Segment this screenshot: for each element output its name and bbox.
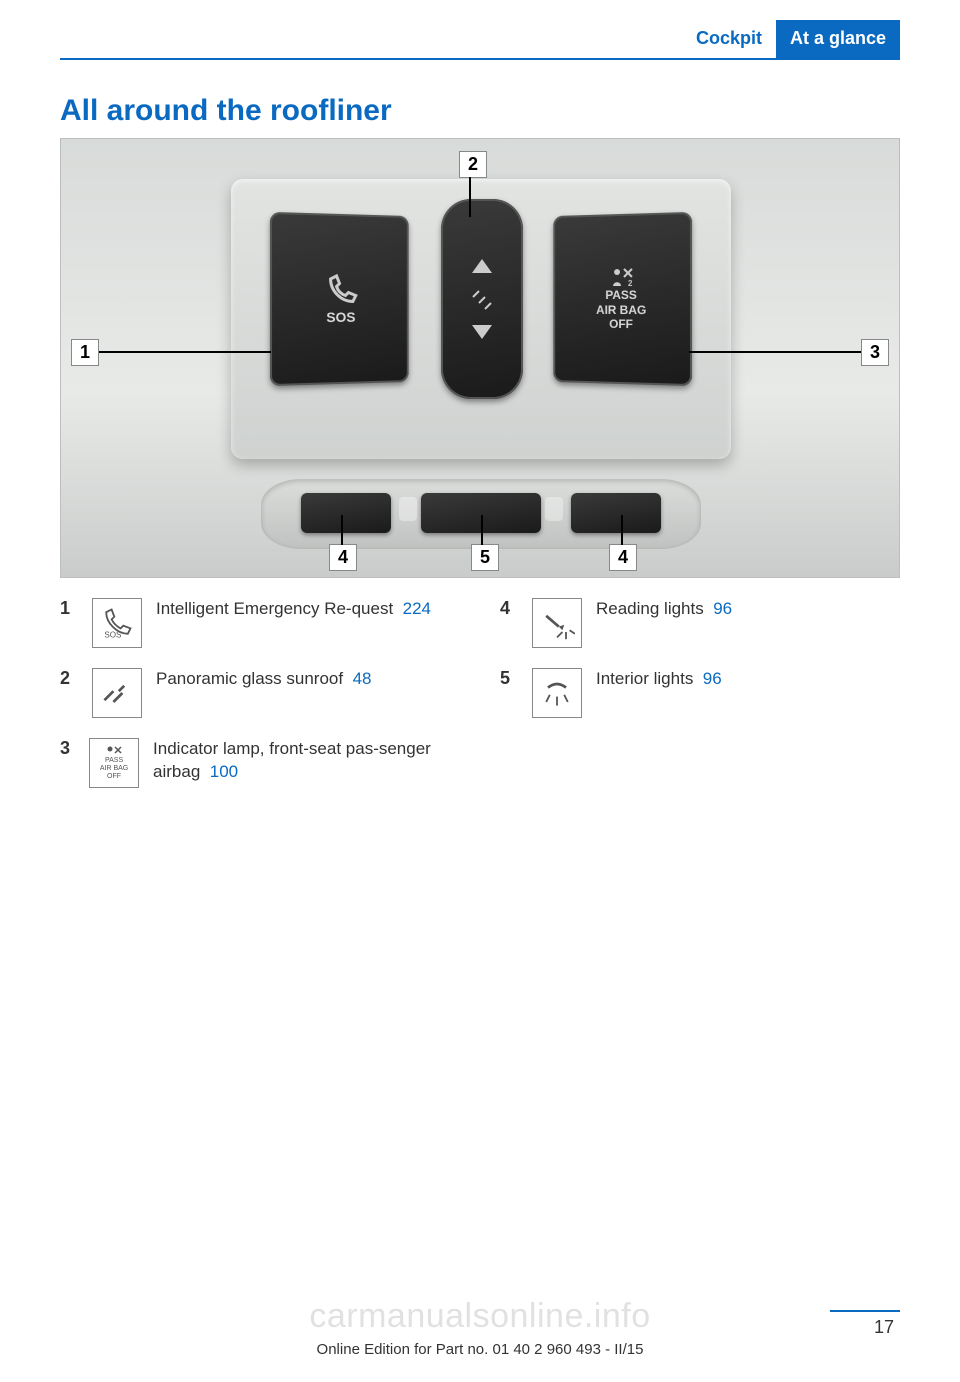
legend-num: 1: [60, 598, 78, 648]
callout-5-line: [481, 515, 483, 545]
page-title: All around the roofliner: [60, 94, 900, 128]
airbag-indicator: 2 PASS AIR BAG OFF: [553, 212, 692, 386]
legend-col-2: 4 Reading lights 96 5 Interior lights 96: [500, 598, 900, 808]
callout-5: 5: [471, 544, 499, 571]
roofliner-diagram: SOS 2 PASS AIR BAG OFF 1 2: [60, 138, 900, 578]
airbag-line1: PASS: [605, 288, 636, 302]
callout-4b-line: [621, 515, 623, 545]
legend-num: 3: [60, 738, 75, 788]
page-ref[interactable]: 96: [713, 599, 732, 618]
legend-text: Intelligent Emergency Re‐quest: [156, 599, 398, 618]
legend-row-5: 5 Interior lights 96: [500, 668, 900, 718]
breadcrumb: Cockpit At a glance: [60, 20, 900, 60]
airbag-line3: OFF: [609, 317, 633, 332]
callout-3: 3: [861, 339, 889, 366]
sos-label: SOS: [326, 309, 355, 325]
legend-row-1: 1 SOS Intelligent Emergency Re‐quest 224: [60, 598, 460, 648]
svg-text:SOS: SOS: [104, 630, 122, 639]
legend-text: Reading lights: [596, 599, 708, 618]
sunroof-switch: [441, 199, 523, 399]
lens-right: [545, 497, 563, 521]
breadcrumb-right: At a glance: [776, 20, 900, 58]
legend-row-2: 2 Panoramic glass sunroof 48: [60, 668, 460, 718]
legend-text: Indicator lamp, front-seat pas‐senger ai…: [153, 739, 431, 781]
legend-num: 2: [60, 668, 78, 718]
legend-row-4: 4 Reading lights 96: [500, 598, 900, 648]
sunroof-icon: [92, 668, 142, 718]
callout-2: 2: [459, 151, 487, 178]
callout-1-line: [99, 351, 271, 353]
overhead-panel: SOS 2 PASS AIR BAG OFF: [231, 179, 731, 459]
callout-3-line: [689, 351, 861, 353]
legend-desc: Intelligent Emergency Re‐quest 224: [156, 598, 431, 648]
callout-4a-line: [341, 515, 343, 545]
reading-light-left: [301, 493, 391, 533]
reading-light-icon: [532, 598, 582, 648]
phone-icon: [323, 273, 359, 309]
interior-light-icon: [532, 668, 582, 718]
legend-num: 5: [500, 668, 518, 718]
callout-4a: 4: [329, 544, 357, 571]
legend-desc: Reading lights 96: [596, 598, 732, 648]
callout-1: 1: [71, 339, 99, 366]
legend-desc: Interior lights 96: [596, 668, 722, 718]
legend-num: 4: [500, 598, 518, 648]
legend-row-3: 3 PASSAIR BAGOFF Indicator lamp, front-s…: [60, 738, 460, 788]
legend: 1 SOS Intelligent Emergency Re‐quest 224…: [60, 598, 900, 808]
watermark: carmanualsonline.info: [309, 1297, 650, 1336]
page-number: 17: [874, 1317, 894, 1338]
legend-desc: Panoramic glass sunroof 48: [156, 668, 371, 718]
sunroof-arrows-icon: [467, 249, 497, 349]
svg-text:2: 2: [628, 279, 633, 288]
page-ref[interactable]: 48: [353, 669, 372, 688]
page-ref[interactable]: 224: [403, 599, 431, 618]
sos-icon: SOS: [92, 598, 142, 648]
airbag-icon: PASSAIR BAGOFF: [89, 738, 139, 788]
legend-desc: Indicator lamp, front-seat pas‐senger ai…: [153, 738, 460, 788]
lens-left: [399, 497, 417, 521]
legend-text: Interior lights: [596, 669, 698, 688]
legend-text: Panoramic glass sunroof: [156, 669, 348, 688]
footer-text: Online Edition for Part no. 01 40 2 960 …: [0, 1341, 960, 1358]
airbag-line2: AIR BAG: [596, 303, 646, 318]
person-off-icon: 2: [608, 266, 634, 288]
callout-4b: 4: [609, 544, 637, 571]
page-ref[interactable]: 96: [703, 669, 722, 688]
legend-col-1: 1 SOS Intelligent Emergency Re‐quest 224…: [60, 598, 460, 808]
reading-light-right: [571, 493, 661, 533]
callout-2-line: [469, 177, 471, 217]
sos-button: SOS: [270, 212, 409, 386]
page-ref[interactable]: 100: [210, 762, 238, 781]
breadcrumb-left: Cockpit: [682, 20, 776, 58]
footer-rule: [830, 1310, 900, 1312]
